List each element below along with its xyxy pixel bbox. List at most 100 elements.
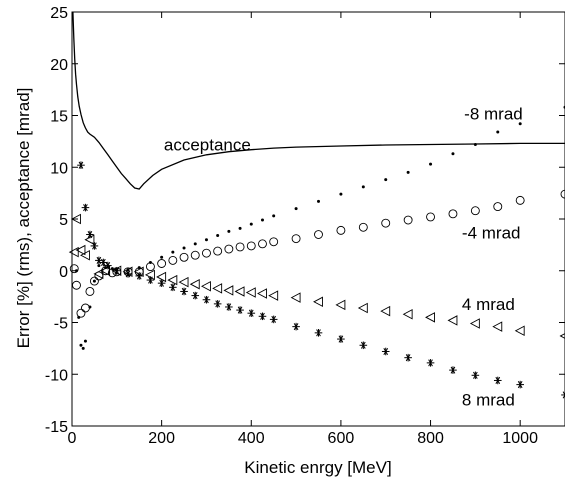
point-circle [403, 215, 413, 225]
point-asterisk [113, 266, 121, 275]
point-dot [97, 264, 101, 268]
point-triangle [380, 305, 391, 317]
point-dot [216, 234, 220, 238]
point-circle [190, 250, 200, 260]
point-dot [193, 242, 197, 246]
point-circle [314, 230, 323, 239]
point-asterisk [247, 309, 256, 317]
point-triangle [257, 288, 267, 299]
point-circle [235, 242, 245, 252]
point-dot [227, 229, 231, 233]
point-circle [291, 234, 301, 244]
point-asterisk [157, 279, 166, 287]
point-circle [358, 222, 368, 232]
point-dot [160, 255, 164, 259]
x-tick-label: 0 [68, 430, 77, 447]
point-triangle [71, 213, 81, 225]
point-dot [92, 279, 96, 283]
point-asterisk [213, 300, 222, 308]
asterisk-stroke [562, 393, 565, 399]
point-triangle [178, 276, 189, 288]
point-triangle [167, 274, 178, 286]
point-circle [470, 206, 480, 216]
point-asterisk [359, 341, 368, 350]
point-triangle [514, 325, 525, 337]
point-asterisk [77, 161, 85, 169]
asterisk-stroke [562, 391, 565, 396]
point-dot [496, 130, 500, 134]
point-triangle [313, 296, 323, 308]
point-circle [336, 225, 346, 235]
point-asterisk [314, 329, 323, 337]
point-circle [213, 246, 223, 256]
point-circle [560, 189, 565, 199]
x-tick-label: 400 [238, 430, 265, 447]
point-dot [317, 199, 320, 203]
point-asterisk [269, 315, 278, 324]
x-tick-label: 600 [328, 430, 355, 447]
point-triangle [200, 281, 211, 292]
point-circle [76, 308, 86, 318]
x-tick-label: 1000 [502, 430, 538, 447]
point-triangle [335, 299, 346, 311]
point-dot [294, 207, 298, 211]
point-circle [89, 276, 99, 286]
point-triangle [93, 268, 104, 280]
point-dot [182, 246, 186, 250]
point-triangle [357, 302, 368, 314]
annotation-label: acceptance [164, 136, 251, 155]
point-circle [145, 262, 155, 272]
point-circle [157, 259, 167, 268]
y-tick-label: 25 [50, 5, 68, 22]
point-circle [515, 195, 525, 205]
point-asterisk [104, 261, 112, 270]
point-dot [361, 185, 365, 189]
y-axis-ticks: -15 -10 -5 0 5 10 15 20 25 [45, 5, 565, 436]
point-asterisk [449, 366, 457, 374]
point-circle [224, 244, 234, 254]
point-circle [85, 287, 95, 296]
point-triangle [492, 321, 503, 332]
point-asterisk [337, 335, 345, 343]
point-dot [518, 122, 522, 126]
point-circle [202, 248, 211, 258]
point-triangle [79, 249, 90, 261]
point-triangle [245, 287, 256, 298]
y-tick-label: -5 [54, 316, 68, 333]
point-asterisk [202, 295, 211, 304]
point-asterisk [381, 347, 390, 356]
point-asterisk [258, 312, 267, 321]
point-triangle [290, 292, 301, 303]
point-circle [269, 237, 279, 247]
point-dot [204, 238, 208, 242]
y-tick-label: -10 [45, 367, 68, 384]
point-dot [473, 142, 477, 146]
acceptance-line [72, 11, 565, 190]
point-triangle [75, 244, 86, 256]
annotations: -8 mrad acceptance -4 mrad 4 mrad 8 mrad [164, 105, 523, 410]
series-layer [68, 11, 565, 399]
annotation-label: -8 mrad [464, 105, 523, 124]
x-axis-ticks: 0 200 400 600 800 1000 [68, 12, 538, 447]
point-dot [339, 192, 343, 196]
point-asterisk [561, 391, 565, 399]
annotation-label: 4 mrad [462, 295, 515, 314]
point-triangle [223, 285, 234, 296]
point-triangle [156, 271, 167, 283]
x-tick-label: 200 [148, 430, 175, 447]
point-asterisk [426, 359, 435, 367]
point-asterisk [99, 258, 108, 267]
point-asterisk [124, 270, 132, 278]
point-dot [429, 162, 433, 166]
point-dot [406, 170, 410, 174]
point-asterisk [180, 287, 188, 296]
y-tick-label: 10 [50, 160, 68, 177]
point-dot [83, 339, 87, 343]
point-asterisk [236, 306, 244, 314]
point-asterisk [95, 256, 103, 265]
point-circle [69, 264, 79, 274]
series-asterisk [77, 161, 565, 399]
point-circle [493, 202, 503, 212]
point-triangle [469, 318, 480, 329]
